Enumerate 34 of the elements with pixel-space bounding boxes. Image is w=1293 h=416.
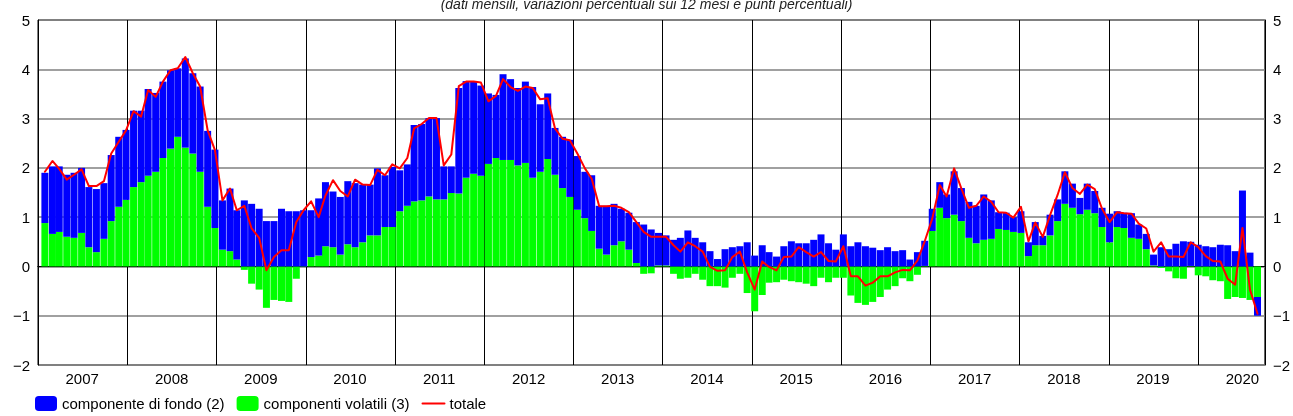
y-tick-label: −2 [12,356,30,374]
x-tick-label: 2010 [333,370,367,387]
y2-tick-label: 4 [1272,60,1282,78]
x-tick-label: 2009 [244,370,278,387]
x-tick-label: 2019 [1136,370,1170,387]
x-tick-label: 2018 [1047,370,1081,387]
y-tick-label: 2 [21,159,30,177]
y-tick-label: −1 [12,307,30,325]
x-tick-label: 2012 [511,370,546,387]
x-tick-label: 2017 [957,370,992,387]
x-tick-label: 2014 [690,370,724,387]
y-tick-label: 5 [21,11,30,29]
y2-tick-label: 0 [1272,257,1282,275]
y-tick-label: 0 [21,257,30,275]
x-tick-label: 2020 [1225,370,1260,387]
legend-label: componente di fondo (2) [62,395,225,412]
y2-tick-label: −1 [1272,307,1291,325]
y-tick-label: 3 [21,110,30,128]
x-tick-label: 2008 [154,370,189,387]
x-tick-label: 2016 [868,370,903,387]
x-tick-label: 2011 [423,370,456,387]
y2-tick-label: −2 [1272,356,1291,374]
x-tick-label: 2013 [601,370,635,387]
legend-label: totale [449,395,487,412]
y2-tick-label: 3 [1272,110,1282,128]
y2-tick-label: 2 [1272,159,1282,177]
y2-tick-label: 1 [1272,208,1282,226]
y-tick-label: 1 [21,208,30,226]
legend-label: componenti volatili (3) [263,395,410,412]
y2-tick-label: 5 [1272,11,1282,29]
line-series [43,55,1259,315]
y-tick-label: 4 [21,60,30,78]
x-tick-label: 2015 [779,370,813,387]
x-tick-label: 2007 [65,370,99,387]
